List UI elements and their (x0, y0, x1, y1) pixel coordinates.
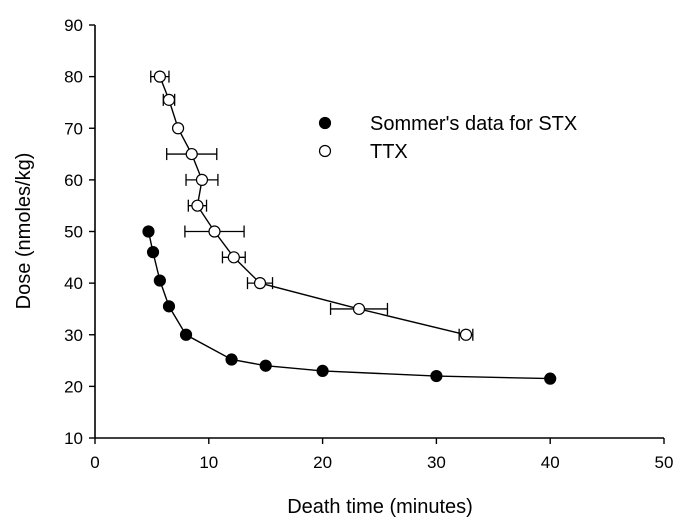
x-tick-label: 0 (90, 453, 99, 472)
y-ticks: 10 20 30 40 50 60 70 80 90 (64, 16, 95, 448)
y-tick-label: 20 (64, 377, 83, 396)
markers (142, 70, 557, 385)
series-line-stx (147, 231, 551, 380)
data-point-stx (430, 369, 443, 383)
data-point-stx (142, 225, 155, 238)
x-tick-label: 40 (541, 453, 560, 472)
y-tick-label: 10 (64, 429, 83, 448)
data-point-ttx (153, 70, 166, 83)
data-point-ttx (195, 173, 209, 186)
y-tick-label: 70 (64, 119, 83, 138)
x-ticks: 0 10 20 30 40 50 (90, 438, 673, 472)
x-tick-label: 50 (655, 453, 674, 472)
data-point-ttx (459, 328, 473, 341)
legend-marker-ttx (318, 144, 332, 158)
data-point-ttx (352, 302, 366, 316)
data-point-ttx (208, 225, 221, 238)
data-point-ttx (191, 199, 204, 212)
data-point-ttx (253, 277, 267, 290)
y-tick-label: 30 (64, 326, 83, 345)
legend-label-ttx: TTX (370, 141, 408, 163)
y-tick-label: 80 (64, 68, 83, 87)
x-tick-label: 30 (427, 453, 446, 472)
legend-marker-stx (318, 116, 332, 130)
x-tick-label: 20 (313, 453, 332, 472)
legend: Sommer's data for STX TTX (318, 113, 577, 163)
y-axis-title: Dose (nmoles/kg) (13, 153, 35, 310)
data-point-stx (259, 359, 272, 372)
data-point-stx (179, 328, 193, 341)
data-point-stx (316, 364, 329, 377)
y-tick-label: 90 (64, 16, 83, 35)
data-point-ttx (185, 147, 198, 161)
data-point-ttx (227, 251, 240, 264)
data-point-stx (162, 300, 176, 313)
data-point-stx (225, 353, 238, 366)
y-tick-label: 50 (64, 223, 83, 242)
data-point-stx (146, 246, 160, 259)
data-point-ttx (162, 93, 176, 106)
legend-label-stx: Sommer's data for STX (370, 113, 577, 135)
y-tick-label: 40 (64, 274, 83, 293)
axes (94, 25, 664, 439)
data-point-ttx (171, 122, 185, 135)
y-tick-label: 60 (64, 171, 83, 190)
x-axis-title: Death time (minutes) (287, 496, 473, 518)
data-point-stx (153, 274, 166, 287)
x-tick-label: 10 (199, 453, 218, 472)
data-point-stx (544, 372, 557, 385)
